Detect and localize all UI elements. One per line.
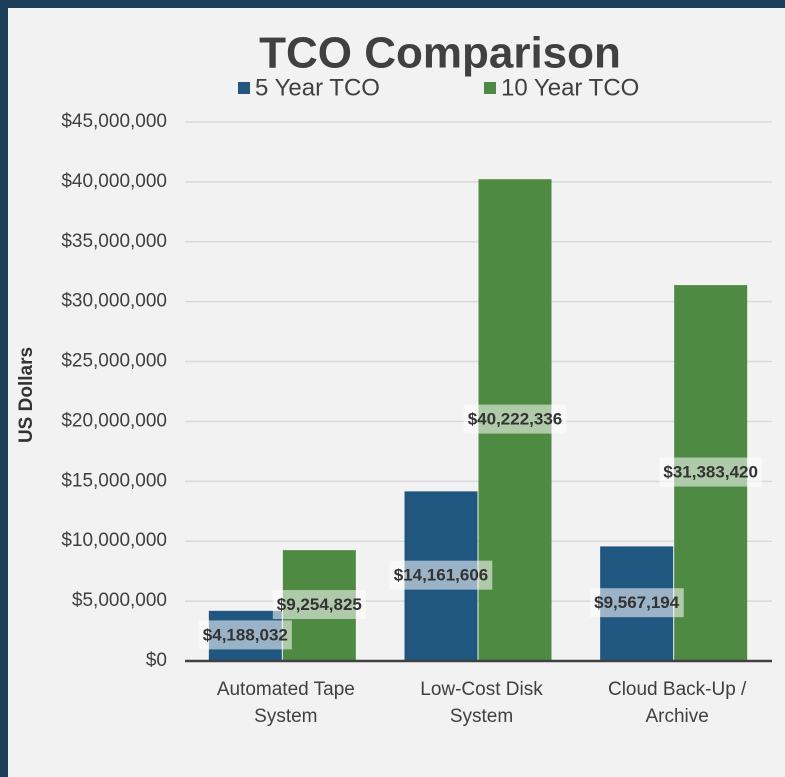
- data-label-group: $9,254,825: [272, 590, 366, 620]
- y-tick-label: $35,000,000: [61, 231, 167, 252]
- data-label-group: $4,188,032: [198, 620, 292, 650]
- y-tick-label: $30,000,000: [61, 291, 167, 312]
- data-label-group: $40,222,336: [463, 404, 567, 434]
- y-tick-label: $0: [146, 650, 167, 671]
- x-tick-label: Low-Cost Disk System: [420, 679, 543, 727]
- data-label-bg: [272, 590, 366, 620]
- data-label: $9,254,825: [277, 595, 362, 614]
- chart-title: TCO Comparison: [259, 29, 621, 78]
- y-tick-label: $5,000,000: [72, 590, 167, 611]
- x-tick-label: Cloud Back-Up / Archive: [608, 679, 747, 727]
- data-label-bg: [198, 620, 292, 650]
- y-tick-label: $40,000,000: [61, 171, 167, 192]
- legend-label: 5 Year TCO: [255, 74, 380, 101]
- legend-label: 10 Year TCO: [501, 74, 639, 101]
- data-label: $40,222,336: [468, 410, 563, 429]
- data-label-bg: [463, 404, 567, 434]
- y-axis-label: US Dollars: [16, 347, 37, 443]
- data-label: $9,567,194: [594, 593, 680, 612]
- data-label-bg: [659, 457, 762, 487]
- data-label-bg: [389, 560, 493, 590]
- legend-swatch: [238, 82, 250, 94]
- y-tick-label: $15,000,000: [61, 470, 167, 491]
- data-label: $14,161,606: [394, 566, 489, 585]
- data-label-group: $9,567,194: [590, 588, 684, 618]
- y-tick-label: $45,000,000: [61, 111, 167, 132]
- y-tick-label: $10,000,000: [61, 530, 167, 551]
- y-tick-label: $20,000,000: [61, 410, 167, 431]
- data-label: $4,188,032: [203, 625, 288, 644]
- data-label: $31,383,420: [663, 463, 758, 482]
- data-label-group: $31,383,420: [659, 457, 762, 487]
- data-label-bg: [590, 588, 684, 618]
- data-label-group: $14,161,606: [389, 560, 493, 590]
- x-tick-label: Automated Tape System: [217, 679, 355, 727]
- legend-swatch: [484, 82, 496, 94]
- y-tick-label: $25,000,000: [61, 351, 167, 372]
